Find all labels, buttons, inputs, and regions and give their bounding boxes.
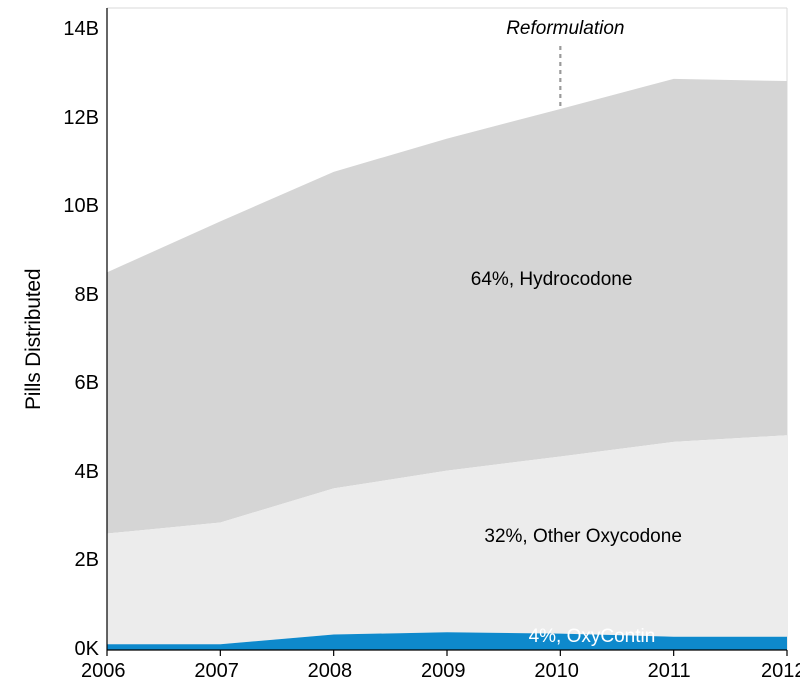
series-label-other-oxycodone: 32%, Other Oxycodone — [484, 526, 682, 548]
x-tick-label: 2009 — [421, 660, 466, 683]
y-tick-label: 2B — [75, 549, 99, 572]
series-label-oxycontin: 4%, OxyContin — [529, 626, 656, 648]
pills-distributed-chart: Pills Distributed 0K2B4B6B8B10B12B14B 20… — [0, 0, 800, 699]
y-tick-label: 4B — [75, 461, 99, 484]
x-tick-label: 2012 — [761, 660, 800, 683]
annotation-reformulation: Reformulation — [490, 18, 640, 40]
x-tick-label: 2006 — [81, 660, 126, 683]
series-label-hydrocodone: 64%, Hydrocodone — [471, 269, 633, 291]
x-tick-label: 2011 — [648, 660, 691, 683]
x-tick-label: 2010 — [534, 660, 579, 683]
y-tick-label: 8B — [75, 284, 99, 307]
y-tick-label: 0K — [75, 638, 99, 661]
plot-area — [0, 0, 793, 670]
y-tick-label: 6B — [75, 372, 99, 395]
y-tick-label: 12B — [63, 107, 99, 130]
y-tick-label: 14B — [63, 18, 99, 41]
x-tick-label: 2008 — [308, 660, 353, 683]
y-tick-label: 10B — [63, 195, 99, 218]
x-tick-label: 2007 — [194, 660, 239, 683]
